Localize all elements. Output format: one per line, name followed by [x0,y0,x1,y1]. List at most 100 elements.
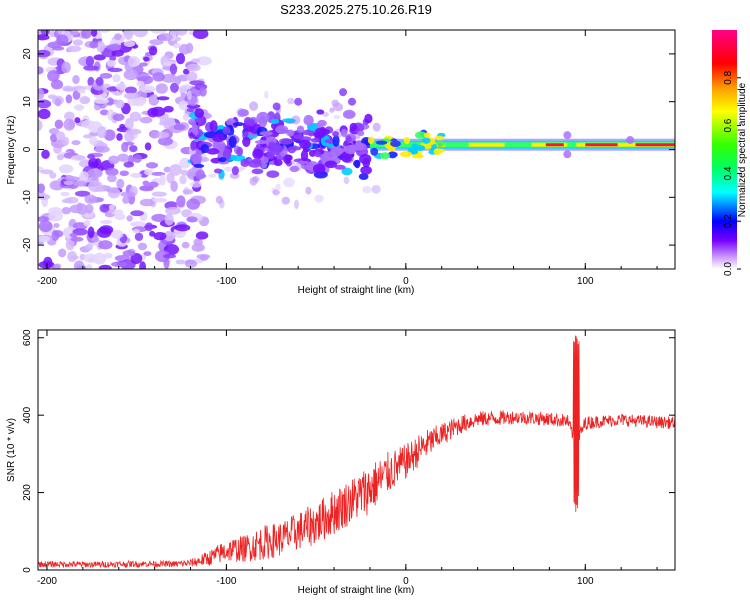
spectrogram-onset-blob [353,142,367,151]
spectrogram-noise-blob [106,97,114,106]
spectrogram-noise-blob [98,240,113,250]
spectrogram-noise-blob [130,210,144,217]
spectrogram-noise-blob [249,176,258,186]
spectrogram-y-axis: -20 -10 0 10 20 [22,48,675,252]
spectrogram-noise-blob [84,243,94,251]
spectrogram-noise-blob [50,133,58,143]
spectrogram-noise-blob [179,174,187,185]
spectrogram-xtick-label: -200 [37,276,57,287]
snr-ytick-label: 200 [22,484,33,501]
spectrogram-carrier-blob [563,131,572,140]
spectrogram-noise-blob [133,30,148,38]
spectrogram-onset-blob [236,146,244,157]
spectrogram-noise-blob [48,207,63,216]
spectrogram-noise-blob [95,146,105,152]
spectrogram-onset-blob [312,163,326,174]
spectrogram-noise-blob [95,76,104,86]
spectrogram-noise-blob [199,86,207,97]
snr-xtick-label: 0 [403,576,409,587]
spectrogram-noise-blob [124,86,137,94]
spectrogram-onset-blob [194,108,205,119]
spectrogram-noise-blob [88,136,98,146]
spectrogram-noise-blob [200,157,210,162]
spectrogram-noise-blob [173,42,181,49]
spectrogram-noise-blob [181,241,190,249]
snr-xtick-label: -200 [37,576,57,587]
spectrogram-carrier-blob [388,151,398,158]
spectrogram-noise-blob [108,204,116,210]
spectrogram-noise-blob [50,79,64,90]
spectrogram-noise-blob [99,219,113,225]
spectrogram-noise-blob [156,96,170,101]
spectrogram-carrier-peak [545,143,564,147]
spectrogram-noise-blob [69,232,78,238]
spectrogram-xtick-label: -100 [216,276,236,287]
spectrogram-noise-blob [139,62,148,67]
spectrogram-noise-blob [112,113,125,122]
spectrogram-onset-blob [296,125,305,133]
spectrogram-noise-blob [79,96,91,105]
spectrogram-carrier-blob [563,150,572,159]
spectrogram-noise-blob [38,220,53,233]
spectrogram-noise-blob [99,225,114,235]
spectrogram-noise-blob [126,215,133,222]
spectrogram-noise-blob [90,30,98,37]
spectrogram-noise-blob [184,259,196,265]
spectrogram-onset-blob [332,134,340,147]
spectrogram-noise-blob [70,155,87,162]
spectrogram-onset-blob [341,156,352,163]
spectrogram-noise-blob [152,198,168,203]
spectrogram-noise-blob [148,46,158,56]
spectrogram-noise-blob [63,87,78,92]
spectrogram-onset-blob [316,109,325,115]
spectrogram-onset-blob [364,113,373,124]
spectrogram-onset-blob [254,139,269,145]
spectrogram-noise-blob [163,257,170,269]
spectrogram-noise-blob [170,180,178,192]
spectrogram-noise-blob [85,204,94,214]
spectrogram-noise-blob [74,190,91,197]
spectrogram-noise-blob [166,172,175,184]
snr-xtick-label: 100 [577,576,594,587]
spectrogram-noise-blob [180,84,192,90]
spectrogram-noise-blob [153,231,167,241]
spectrogram-noise-blob [120,191,136,198]
colorbar-tick-label: 0.6 [723,118,734,132]
spectrogram-y-label: Frequency (Hz) [6,116,17,185]
spectrogram-noise-blob [53,222,60,228]
snr-ytick-label: 0 [22,567,33,573]
spectrogram-noise-blob [174,224,191,232]
spectrogram-noise-blob [169,63,178,75]
spectrogram-noise-blob [38,119,43,132]
spectrogram-noise-blob [73,180,87,187]
spectrogram-carrier-peak [585,143,618,147]
spectrogram-noise-blob [122,196,130,204]
spectrogram-onset-blob [267,141,276,151]
spectrogram-noise-blob [116,178,125,189]
spectrogram-noise-blob [71,140,81,146]
spectrogram-noise-blob [87,226,95,239]
spectrogram-noise-blob [85,55,95,67]
spectrogram-noise-blob [123,92,139,100]
spectrogram-onset-blob [232,122,245,127]
spectrogram-noise-blob [74,117,81,124]
spectrogram-onset-blob [299,139,312,149]
spectrogram-noise-blob [264,90,269,99]
spectrogram-onset-blob [266,151,275,160]
spectrogram-onset-blob [209,120,218,133]
spectrogram-noise-blob [106,44,122,51]
spectrogram-noise-blob [106,59,117,67]
spectrogram-noise-blob [132,228,140,234]
spectrogram-onset-blob [195,169,205,180]
spectrogram-noise-blob [144,142,152,151]
spectrogram-noise-blob [139,261,147,269]
snr-ytick-label: 400 [22,406,33,423]
spectrogram-noise-blob [70,236,84,242]
spectrogram-noise-blob [192,30,209,40]
spectrogram-noise-blob [61,207,72,215]
spectrogram-noise-blob [174,75,182,85]
spectrogram-noise-blob [38,216,49,223]
spectrogram-noise-blob [191,58,201,63]
spectrogram-noise-blob [63,118,76,131]
spectrogram-noise-blob [196,56,212,66]
